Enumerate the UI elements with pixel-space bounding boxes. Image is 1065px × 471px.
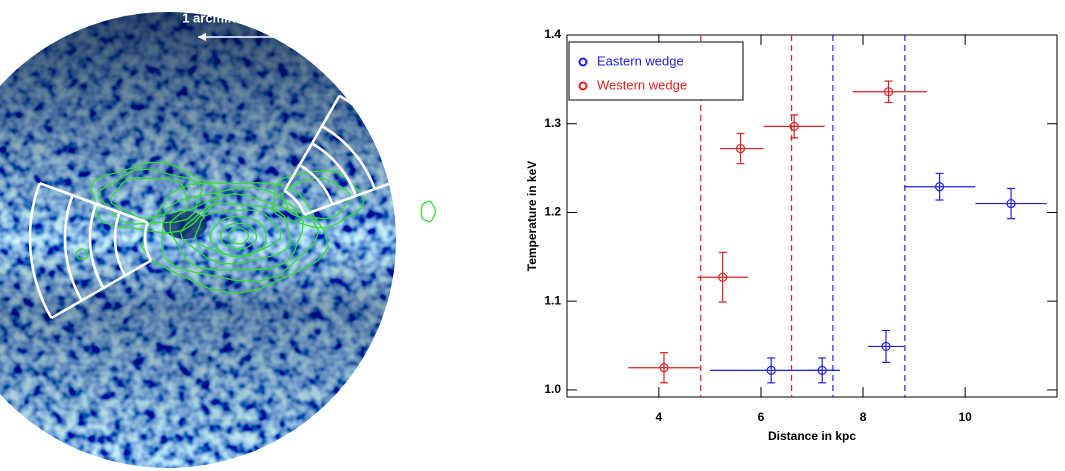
wedge-arc bbox=[321, 124, 376, 190]
data-point bbox=[935, 182, 945, 192]
contour bbox=[98, 168, 203, 225]
wedge-arc bbox=[338, 94, 409, 178]
chart: Distance in kpc Temperature in keV 4 6 8 10… bbox=[525, 27, 1058, 443]
contour bbox=[209, 215, 267, 258]
x-tick-label: 4 bbox=[656, 410, 663, 424]
data-point bbox=[659, 363, 669, 373]
data-point bbox=[817, 365, 827, 375]
wedge-arc bbox=[28, 182, 53, 319]
data-point bbox=[881, 341, 891, 352]
legend-box bbox=[568, 41, 744, 101]
y-tick-label: 1.4 bbox=[544, 27, 561, 41]
contour bbox=[179, 202, 292, 265]
data-point bbox=[718, 272, 728, 282]
legend: Eastern wedge Western wedge bbox=[568, 41, 744, 101]
scale-label: 1 arcmin = 4.86 kpc bbox=[182, 10, 302, 25]
data-point bbox=[735, 143, 746, 154]
contour bbox=[160, 186, 320, 283]
wedge-edge bbox=[303, 175, 409, 216]
wedge-edge bbox=[39, 182, 149, 224]
shading bbox=[0, 12, 396, 468]
x-axis-title: Distance in kpc bbox=[768, 429, 856, 443]
legend-label: Eastern wedge bbox=[597, 53, 684, 68]
y-tick-label: 1.0 bbox=[544, 382, 561, 396]
x-tick-label: 6 bbox=[758, 410, 765, 424]
wedge-arc bbox=[283, 189, 306, 216]
y-tick-label: 1.1 bbox=[544, 293, 561, 307]
data-point bbox=[1006, 198, 1016, 209]
wedges bbox=[28, 94, 409, 320]
y-tick-label: 1.3 bbox=[544, 116, 561, 130]
wedge-arc bbox=[298, 163, 334, 205]
legend-label: Western wedge bbox=[597, 77, 687, 92]
wedge-arc bbox=[113, 211, 127, 277]
wedge-edge bbox=[283, 95, 341, 192]
wedge-arc bbox=[63, 194, 83, 302]
x-tick-label: 10 bbox=[958, 410, 972, 424]
wedge-arc bbox=[88, 203, 105, 289]
data-point bbox=[766, 365, 776, 375]
contour bbox=[219, 222, 258, 251]
contour bbox=[75, 248, 89, 260]
data-point bbox=[883, 87, 894, 97]
data-point bbox=[789, 121, 799, 131]
plot-frame bbox=[566, 34, 1058, 398]
contour bbox=[272, 169, 365, 229]
y-tick-label: 1.2 bbox=[544, 205, 561, 219]
contour bbox=[420, 200, 437, 223]
contour bbox=[281, 177, 351, 220]
y-axis-title: Temperature in keV bbox=[525, 161, 539, 271]
legend-marker bbox=[578, 81, 588, 91]
wedge-arc bbox=[143, 222, 153, 262]
contour bbox=[227, 227, 250, 245]
wedge-arc bbox=[311, 142, 358, 197]
contour bbox=[110, 177, 190, 220]
contour bbox=[90, 161, 220, 234]
wedge-edge bbox=[50, 259, 152, 320]
xray-image bbox=[0, 12, 396, 468]
legend-marker bbox=[578, 57, 588, 67]
x-tick-label: 8 bbox=[860, 410, 867, 424]
